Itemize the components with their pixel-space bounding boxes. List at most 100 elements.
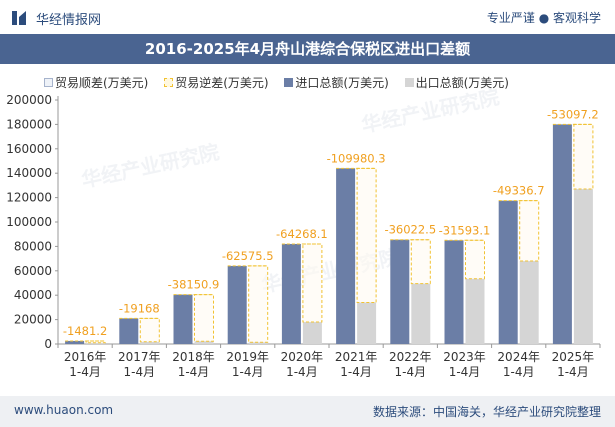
x-tick-label-line: 2018年 bbox=[172, 350, 215, 364]
deficit-data-label: -64268.1 bbox=[276, 227, 328, 241]
export-bar bbox=[302, 322, 322, 344]
import-bar bbox=[173, 294, 193, 344]
deficit-band bbox=[519, 200, 540, 262]
export-bar bbox=[519, 261, 539, 344]
deficit-band bbox=[573, 123, 594, 190]
y-tick-label: 200000 bbox=[6, 93, 52, 107]
import-bar bbox=[65, 340, 85, 344]
y-tick-label: 40000 bbox=[14, 288, 52, 302]
export-bar bbox=[248, 342, 268, 344]
deficit-band bbox=[248, 265, 269, 343]
deficit-band bbox=[356, 167, 377, 304]
x-tick-label-line: 2023年 bbox=[443, 350, 486, 364]
import-bar bbox=[552, 124, 572, 345]
y-tick-label: 180000 bbox=[6, 117, 52, 131]
x-tick-label: 2019年 1-4月 bbox=[226, 350, 269, 379]
deficit-band bbox=[139, 317, 160, 343]
x-tick-label-line: 1-4月 bbox=[123, 365, 155, 379]
deficit-data-label: -38150.9 bbox=[168, 278, 220, 292]
import-bar bbox=[119, 318, 139, 344]
x-tick-label-line: 1-4月 bbox=[503, 365, 535, 379]
legend-swatch-import bbox=[284, 78, 294, 87]
y-tick-label: 60000 bbox=[14, 264, 52, 278]
export-bar bbox=[140, 341, 160, 344]
legend-item-export: 出口总额(万美元) bbox=[404, 74, 509, 91]
y-tick-label: 140000 bbox=[6, 166, 52, 180]
legend-swatch-export bbox=[404, 78, 414, 87]
huajing-logo-icon bbox=[12, 11, 26, 25]
x-tick-label-line: 1-4月 bbox=[449, 365, 481, 379]
export-bar bbox=[86, 342, 106, 344]
legend-swatch-surplus bbox=[44, 78, 53, 87]
x-tick-label-line: 2019年 bbox=[226, 350, 269, 364]
deficit-data-label: -109980.3 bbox=[327, 151, 386, 165]
x-tick-label-line: 1-4月 bbox=[557, 365, 589, 379]
x-tick-label-line: 1-4月 bbox=[394, 365, 426, 379]
export-bar bbox=[465, 278, 485, 344]
x-tick-label: 2020年 1-4月 bbox=[281, 350, 324, 379]
y-tick-label: 120000 bbox=[6, 191, 52, 205]
y-tick-label: 100000 bbox=[6, 215, 52, 229]
x-tick-label-line: 1-4月 bbox=[340, 365, 372, 379]
footer-website[interactable]: www.huaon.com bbox=[14, 403, 114, 417]
deficit-data-label: -62575.5 bbox=[222, 249, 274, 263]
legend-label-surplus: 贸易顺差(万美元) bbox=[55, 76, 149, 90]
legend-swatch-deficit bbox=[164, 78, 174, 87]
x-tick-label-line: 2024年 bbox=[497, 350, 540, 364]
footer-source: 数据来源：中国海关，华经产业研究院整理 bbox=[372, 405, 601, 419]
deficit-data-label: -53097.2 bbox=[547, 107, 599, 121]
deficit-band bbox=[194, 294, 214, 342]
legend-label-deficit: 贸易逆差(万美元) bbox=[175, 76, 269, 90]
import-bar bbox=[390, 239, 410, 344]
title-bar bbox=[0, 34, 615, 64]
deficit-data-label: -1481.2 bbox=[63, 324, 107, 338]
x-tick-label-line: 2016年 bbox=[64, 350, 107, 364]
deficit-band bbox=[85, 340, 106, 344]
chart-title: 2016-2025年4月舟山港综合保税区进出口差额 bbox=[144, 40, 471, 58]
y-tick-label: 20000 bbox=[14, 313, 52, 327]
footer-bar bbox=[0, 396, 615, 427]
x-tick-label-line: 2022年 bbox=[389, 350, 432, 364]
import-bar bbox=[281, 243, 301, 344]
x-tick-label-line: 1-4月 bbox=[178, 365, 210, 379]
legend-item-deficit: 贸易逆差(万美元) bbox=[164, 74, 269, 91]
import-bar bbox=[444, 240, 464, 344]
export-bar bbox=[357, 302, 377, 344]
x-tick-label-line: 1-4月 bbox=[69, 365, 101, 379]
export-bar bbox=[573, 189, 593, 344]
deficit-data-label: -36022.5 bbox=[384, 223, 436, 237]
y-tick-label: 160000 bbox=[6, 142, 52, 156]
x-tick-label-line: 2017年 bbox=[118, 350, 161, 364]
x-tick-label-line: 2020年 bbox=[281, 350, 324, 364]
y-tick-label: 80000 bbox=[14, 239, 52, 253]
deficit-band bbox=[302, 243, 323, 323]
import-bar bbox=[498, 200, 518, 344]
deficit-band bbox=[465, 239, 485, 280]
y-tick-label: 0 bbox=[44, 337, 52, 351]
legend-item-import: 进口总额(万美元) bbox=[284, 74, 389, 91]
x-tick-label: 2023年 1-4月 bbox=[443, 350, 486, 379]
export-bar bbox=[411, 283, 431, 344]
x-tick-label: 2024年 1-4月 bbox=[497, 350, 540, 379]
x-tick-label-line: 1-4月 bbox=[286, 365, 318, 379]
x-tick-label-line: 2025年 bbox=[552, 350, 595, 364]
legend-label-import: 进口总额(万美元) bbox=[295, 76, 389, 90]
x-tick-label-line: 1-4月 bbox=[232, 365, 264, 379]
deficit-data-label: -19168 bbox=[119, 301, 160, 315]
import-bar bbox=[227, 265, 247, 344]
import-bar bbox=[336, 168, 356, 344]
chart-legend: 贸易顺差(万美元) 贸易逆差(万美元) 进口总额(万美元) 出口总额(万美元) bbox=[44, 74, 521, 92]
x-tick-label: 2016年 1-4月 bbox=[64, 350, 107, 379]
export-bar bbox=[194, 341, 214, 344]
x-tick-label-line: 2021年 bbox=[335, 350, 378, 364]
deficit-data-label: -49336.7 bbox=[493, 184, 545, 198]
x-tick-label: 2021年 1-4月 bbox=[335, 350, 378, 379]
x-tick-label: 2022年 1-4月 bbox=[389, 350, 432, 379]
deficit-band bbox=[410, 239, 431, 285]
legend-item-surplus: 贸易顺差(万美元) bbox=[44, 74, 148, 91]
deficit-data-label: -31593.1 bbox=[439, 223, 491, 237]
top-bar bbox=[0, 0, 615, 34]
x-tick-label: 2018年 1-4月 bbox=[172, 350, 215, 379]
x-tick-label: 2017年 1-4月 bbox=[118, 350, 161, 379]
